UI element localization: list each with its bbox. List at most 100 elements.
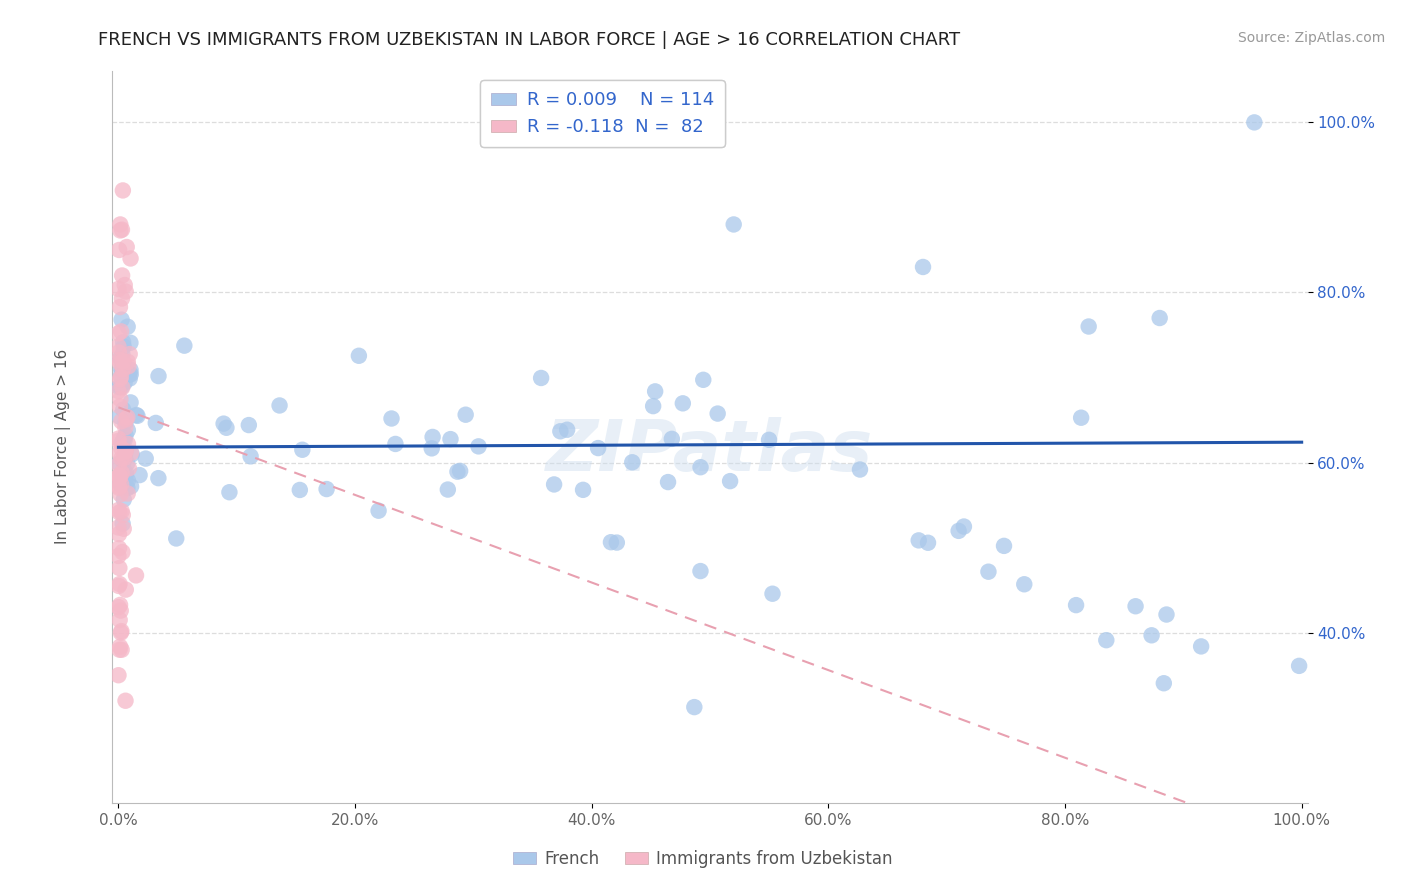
- Point: [107, 579, 129, 593]
- Point: [644, 384, 666, 399]
- Point: [115, 412, 138, 426]
- Point: [118, 461, 141, 475]
- Point: [422, 430, 444, 444]
- Point: [108, 300, 131, 314]
- Point: [111, 468, 134, 483]
- Point: [380, 411, 402, 425]
- Point: [107, 384, 129, 398]
- Text: Source: ZipAtlas.com: Source: ZipAtlas.com: [1237, 31, 1385, 45]
- Point: [114, 450, 136, 464]
- Point: [108, 541, 131, 556]
- Point: [110, 477, 132, 491]
- Point: [1140, 628, 1163, 642]
- Point: [111, 363, 134, 377]
- Point: [114, 474, 136, 488]
- Point: [120, 395, 142, 409]
- Point: [111, 362, 134, 376]
- Point: [761, 587, 783, 601]
- Point: [114, 444, 136, 458]
- Point: [215, 421, 238, 435]
- Point: [112, 476, 135, 491]
- Point: [446, 465, 468, 479]
- Point: [115, 240, 138, 254]
- Point: [437, 483, 460, 497]
- Point: [110, 414, 132, 428]
- Point: [107, 668, 129, 682]
- Point: [600, 535, 623, 549]
- Point: [1243, 115, 1265, 129]
- Point: [110, 392, 132, 407]
- Point: [288, 483, 311, 497]
- Point: [114, 415, 136, 429]
- Point: [1064, 598, 1087, 612]
- Point: [953, 519, 976, 533]
- Point: [439, 432, 461, 446]
- Point: [107, 434, 129, 448]
- Point: [112, 453, 135, 467]
- Point: [120, 252, 142, 266]
- Point: [114, 428, 136, 442]
- Point: [315, 482, 337, 496]
- Point: [173, 339, 195, 353]
- Point: [125, 568, 148, 582]
- Point: [111, 292, 134, 306]
- Point: [108, 598, 131, 612]
- Point: [114, 468, 136, 483]
- Point: [657, 475, 679, 489]
- Point: [117, 355, 139, 369]
- Point: [117, 456, 139, 470]
- Point: [117, 486, 139, 500]
- Point: [110, 625, 132, 640]
- Point: [114, 694, 136, 708]
- Point: [718, 474, 741, 488]
- Point: [1014, 577, 1036, 591]
- Point: [683, 700, 706, 714]
- Point: [110, 325, 132, 339]
- Point: [467, 439, 489, 453]
- Point: [110, 478, 132, 492]
- Point: [1189, 640, 1212, 654]
- Point: [107, 503, 129, 517]
- Point: [621, 455, 644, 469]
- Point: [269, 399, 291, 413]
- Point: [118, 347, 141, 361]
- Point: [291, 442, 314, 457]
- Point: [911, 260, 934, 274]
- Point: [117, 481, 139, 495]
- Point: [108, 409, 131, 424]
- Point: [111, 354, 134, 368]
- Point: [1077, 319, 1099, 334]
- Point: [110, 442, 132, 456]
- Point: [107, 339, 129, 353]
- Point: [706, 407, 728, 421]
- Point: [117, 474, 139, 488]
- Point: [114, 285, 136, 299]
- Point: [449, 464, 471, 478]
- Point: [115, 466, 138, 480]
- Point: [114, 278, 136, 293]
- Point: [108, 640, 131, 654]
- Point: [111, 516, 134, 531]
- Point: [112, 450, 135, 465]
- Point: [108, 480, 131, 494]
- Point: [114, 582, 136, 597]
- Point: [108, 613, 131, 627]
- Point: [112, 402, 135, 417]
- Point: [110, 370, 132, 384]
- Point: [917, 535, 939, 549]
- Point: [120, 335, 142, 350]
- Point: [1288, 658, 1310, 673]
- Point: [108, 400, 131, 414]
- Point: [948, 524, 970, 538]
- Point: [135, 451, 157, 466]
- Point: [1125, 599, 1147, 614]
- Point: [108, 642, 131, 657]
- Point: [110, 312, 132, 326]
- Point: [108, 380, 131, 394]
- Point: [672, 396, 695, 410]
- Point: [111, 436, 134, 450]
- Point: [114, 420, 136, 434]
- Point: [112, 340, 135, 354]
- Point: [108, 457, 131, 471]
- Point: [107, 520, 129, 534]
